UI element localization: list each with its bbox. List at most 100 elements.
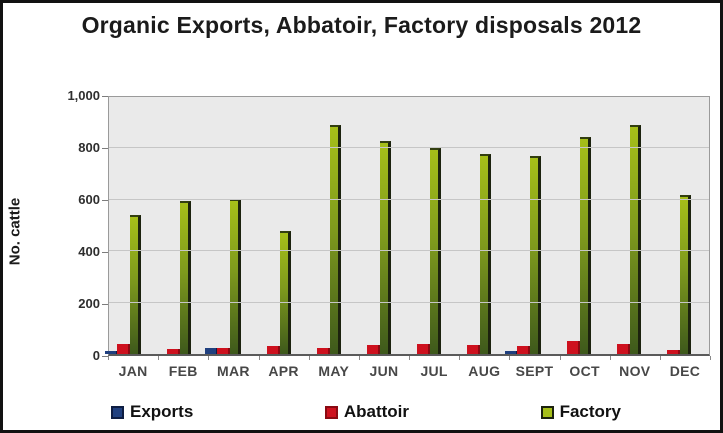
abattoir-bar-mar (217, 347, 230, 354)
y-tick-mark (102, 304, 108, 305)
bar-group (306, 125, 341, 354)
y-tick-mark (102, 252, 108, 253)
x-axis-label-jun: JUN (369, 363, 399, 379)
legend-label-abattoir: Abattoir (343, 402, 410, 421)
legend-item-exports: Exports (111, 402, 193, 422)
x-axis-label-feb: FEB (168, 363, 198, 379)
gridline-200 (109, 301, 709, 303)
x-tick-mark (609, 356, 611, 360)
month-slot-nov (609, 97, 659, 354)
abattoir-bar-sept (517, 346, 530, 354)
exports-bar-jan (105, 351, 117, 354)
month-slot-oct (559, 97, 609, 354)
factory-bar-feb (179, 201, 191, 354)
abattoir-bar-jan (117, 343, 130, 354)
month-slot-aug (459, 97, 509, 354)
y-tick-label-800: 800 (78, 140, 100, 155)
legend-label-exports: Exports (130, 402, 194, 421)
abattoir-bar-may (316, 347, 330, 354)
month-slot-jul (409, 97, 459, 354)
month-slot-feb (159, 97, 209, 354)
x-axis-label-sept: SEPT (515, 363, 554, 379)
exports-bar-mar (205, 347, 217, 354)
bar-group (505, 156, 541, 354)
legend-swatch-factory (540, 405, 554, 419)
x-axis-label-mar: MAR (217, 363, 250, 379)
abattoir-bar-dec (666, 350, 680, 354)
bar-slots (105, 97, 709, 354)
bar-group (606, 125, 641, 354)
bar-group (356, 140, 391, 354)
chart-title: Organic Exports, Abbatoir, Factory dispo… (81, 12, 642, 38)
x-axis-label-jan: JAN (118, 363, 148, 379)
abattoir-bar-jun (366, 345, 380, 354)
x-tick-mark (208, 356, 210, 360)
y-tick-mark (102, 200, 108, 201)
y-tick-label-1000: 1,000 (67, 88, 100, 103)
x-tick-mark (258, 356, 260, 360)
abattoir-bar-oct (566, 341, 580, 354)
x-axis-label-oct: OCT (569, 363, 600, 379)
y-tick-mark (102, 96, 108, 97)
x-tick-mark (659, 356, 661, 360)
abattoir-bar-jul (416, 343, 430, 354)
x-tick-mark (108, 356, 109, 360)
factory-bar-mar (230, 198, 241, 354)
gridline-600 (109, 198, 709, 200)
bar-group (656, 194, 691, 354)
x-tick-mark (710, 356, 711, 360)
month-slot-sept (505, 97, 559, 354)
legend: Exports Abattoir Factory (111, 402, 621, 422)
y-axis-label: No. cattle (6, 197, 24, 266)
bar-group (456, 153, 491, 354)
bar-group (406, 148, 441, 354)
y-tick-label-0: 0 (92, 348, 100, 363)
y-tick-mark (102, 356, 108, 357)
gridline-400 (109, 250, 709, 252)
legend-swatch-abattoir (324, 405, 338, 419)
x-tick-mark (308, 356, 310, 360)
month-slot-jan (105, 97, 159, 354)
month-slot-dec (659, 97, 709, 354)
x-axis-labels: JAN FEB MAR APR MAY JUN JUL AUG SEPT OCT NOV DEC (108, 363, 710, 379)
legend-item-factory: Factory (540, 402, 621, 422)
abattoir-bar-feb (166, 348, 180, 354)
legend-item-abattoir: Abattoir (324, 402, 410, 422)
x-tick-mark (158, 356, 160, 360)
x-tick-mark (459, 356, 461, 360)
factory-bar-jan (130, 215, 141, 354)
exports-bar-sept (505, 351, 517, 354)
bar-group (256, 230, 291, 354)
factory-bar-aug (479, 153, 491, 354)
x-tick-mark (509, 356, 511, 360)
abattoir-bar-aug (466, 345, 480, 354)
abattoir-bar-apr (266, 346, 280, 354)
bar-group (556, 136, 591, 354)
bar-group (156, 201, 191, 354)
y-tick-label-200: 200 (78, 296, 100, 311)
bar-group (105, 215, 141, 354)
abattoir-bar-nov (616, 343, 630, 354)
x-tick-mark (559, 356, 561, 360)
factory-bar-dec (679, 194, 691, 354)
month-slot-apr (259, 97, 309, 354)
factory-bar-jul (429, 148, 441, 354)
legend-swatch-exports (111, 405, 124, 419)
x-axis-label-may: MAY (318, 363, 350, 379)
y-tick-label-600: 600 (78, 192, 100, 207)
y-tick-mark (102, 148, 108, 149)
x-axis-label-nov: NOV (619, 363, 651, 379)
gridline-800 (109, 147, 709, 149)
factory-bar-oct (579, 136, 591, 354)
legend-label-factory: Factory (559, 402, 621, 421)
x-axis-label-jul: JUL (420, 363, 448, 379)
x-axis-label-aug: AUG (468, 363, 501, 379)
x-axis-label-apr: APR (268, 363, 299, 379)
factory-bar-jun (379, 140, 391, 354)
factory-bar-sept (530, 156, 541, 354)
month-slot-jun (359, 97, 409, 354)
factory-bar-apr (279, 230, 291, 354)
y-tick-label-400: 400 (78, 244, 100, 259)
x-tick-mark (409, 356, 410, 360)
